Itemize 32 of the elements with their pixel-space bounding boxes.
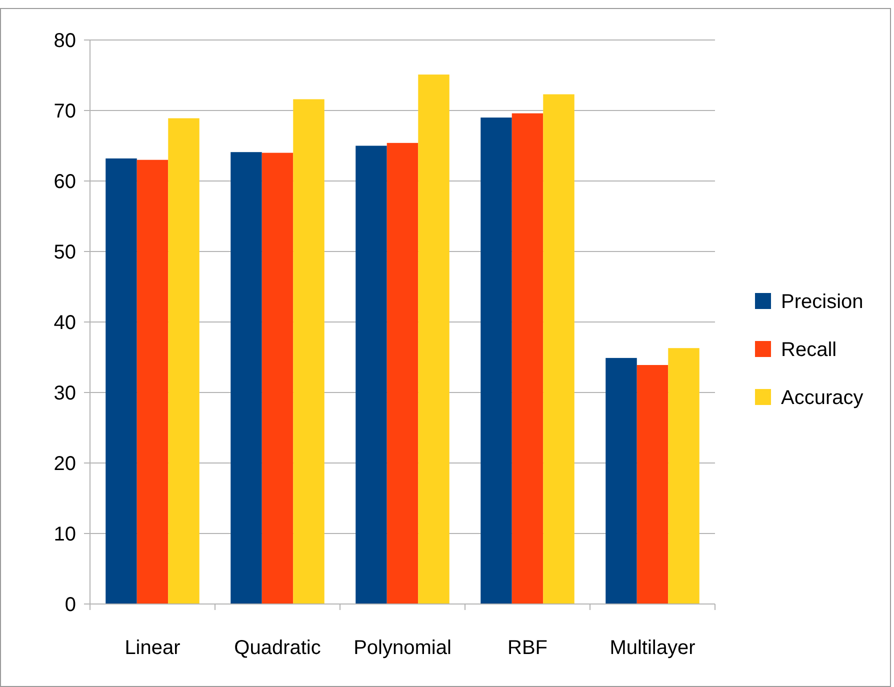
x-tick-label: Multilayer — [610, 637, 696, 659]
y-tick-label: 60 — [54, 171, 76, 193]
bar — [136, 160, 168, 604]
y-tick-label: 70 — [54, 100, 76, 122]
x-tick-label: Polynomial — [354, 637, 452, 659]
bar — [636, 365, 668, 604]
y-tick-label: 30 — [54, 382, 76, 404]
bar — [106, 158, 137, 604]
bar — [543, 94, 574, 604]
x-tick-label: RBF — [508, 637, 548, 659]
bar — [230, 152, 262, 604]
bar — [668, 348, 700, 604]
bar — [512, 113, 544, 604]
bar — [386, 142, 418, 604]
y-tick-label: 10 — [54, 524, 76, 546]
y-tick-label: 50 — [54, 242, 76, 264]
bar — [168, 118, 200, 604]
y-tick-label: 0 — [64, 594, 76, 616]
y-tick-label: 40 — [54, 312, 76, 334]
y-tick-label: 80 — [54, 30, 76, 52]
x-tick-label: Linear — [124, 637, 181, 659]
bar — [262, 152, 294, 604]
legend-label: Recall — [781, 339, 837, 361]
bar — [606, 358, 637, 604]
bar — [293, 99, 324, 604]
bar — [480, 118, 512, 604]
bar — [418, 74, 450, 604]
bar — [356, 146, 387, 604]
legend-label: Precision — [781, 291, 864, 313]
x-tick-label: Quadratic — [234, 637, 321, 659]
y-tick-label: 20 — [54, 453, 76, 475]
legend-label: Accuracy — [781, 387, 864, 409]
